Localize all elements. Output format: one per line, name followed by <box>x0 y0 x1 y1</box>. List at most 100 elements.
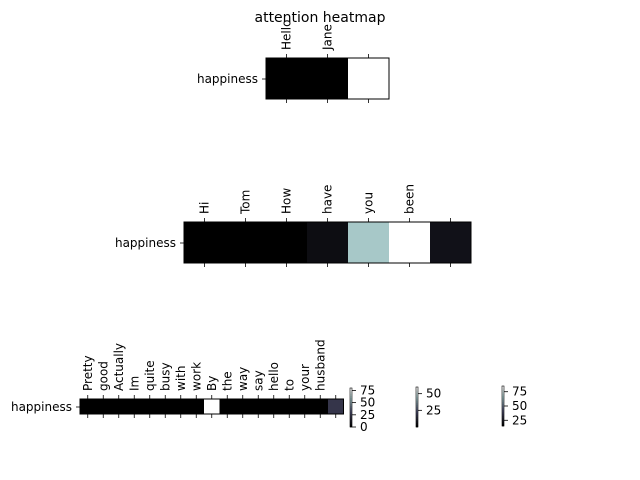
heatmap-cell <box>80 399 96 414</box>
heatmap-cell <box>307 222 349 263</box>
colorbar-segment <box>502 418 504 421</box>
colorbar-segment <box>502 402 504 405</box>
x-tick-label: Tom <box>239 190 253 215</box>
colorbar-segment <box>416 415 418 418</box>
chart-title: attention heatmap <box>255 10 386 26</box>
colorbar-segment <box>416 397 418 400</box>
heatmap-cell <box>266 399 282 414</box>
colorbar-segment <box>416 423 418 426</box>
x-tick-label: How <box>280 188 294 214</box>
colorbar-segment <box>416 399 418 402</box>
y-tick-label: happiness <box>197 72 258 86</box>
colorbar-segment <box>502 392 504 395</box>
y-tick-label: happiness <box>11 400 72 414</box>
colorbar-segment <box>350 393 352 397</box>
colorbar-segment <box>350 409 352 412</box>
colorbar-tick-label: 50 <box>512 399 527 413</box>
colorbar-frame <box>349 387 353 428</box>
heatmap-cell <box>307 58 349 99</box>
colorbar-tick-label: 75 <box>512 385 527 399</box>
colorbar-segment <box>350 403 352 406</box>
x-tick-label: busy <box>158 362 172 391</box>
colorbar-segment <box>502 420 504 423</box>
colorbar-tick-label: 50 <box>360 396 375 410</box>
heatmap-cell <box>225 222 267 263</box>
x-tick-label: Jane <box>321 24 335 51</box>
colorbar-segment <box>350 401 352 404</box>
y-tick-label: happiness <box>115 236 176 250</box>
colorbar-segment <box>502 424 504 427</box>
x-tick-label: Actually <box>112 343 126 391</box>
heatmap-cell <box>219 399 236 414</box>
colorbar-segment <box>350 391 352 395</box>
x-tick-label: Hi <box>198 202 212 214</box>
colorbar-segment <box>416 405 418 408</box>
colorbar-segment <box>350 388 352 391</box>
heatmap-cell <box>250 399 267 414</box>
colorbar-tick-label: 25 <box>360 408 375 422</box>
heatmap-panel-1: Hello Jane happiness <box>197 20 390 103</box>
x-tick-label: way <box>236 367 250 391</box>
colorbar-segment <box>502 388 504 391</box>
colorbar-segment <box>502 404 504 407</box>
heatmap-cell <box>188 399 205 414</box>
heatmap-cell <box>126 399 143 414</box>
x-tick-label: husband <box>313 339 327 391</box>
colorbar-segment <box>416 387 418 390</box>
colorbar-segment <box>416 411 418 414</box>
colorbar-frame <box>415 386 419 428</box>
heatmap-cell <box>281 399 298 414</box>
x-tick-label: you <box>362 192 376 214</box>
colorbar-segment <box>350 419 352 422</box>
x-tick-label: Hello <box>280 20 294 50</box>
colorbar-segment <box>350 425 352 428</box>
colorbar-segment <box>416 401 418 404</box>
x-tick-label: quite <box>143 360 157 391</box>
colorbar-segment <box>350 421 352 424</box>
colorbar-segment <box>502 416 504 419</box>
colorbar-segment <box>416 395 418 398</box>
x-tick-label: By <box>205 376 219 391</box>
colorbar-segment <box>350 395 352 399</box>
x-tick-label: say <box>251 370 265 391</box>
x-tick-label: have <box>321 185 335 214</box>
colorbar-segment <box>350 411 352 414</box>
x-tick-label: your <box>298 364 312 391</box>
heatmap-panel-3: Pretty good Actually Im quite busy with work By t… <box>11 339 344 418</box>
colorbar-segment <box>502 406 504 409</box>
colorbar-segment <box>350 417 352 420</box>
colorbar-tick-label: 50 <box>426 387 441 401</box>
heatmap-cell <box>328 399 344 414</box>
heatmap-cell <box>157 399 174 414</box>
colorbar-segment <box>350 415 352 418</box>
colorbar-segment <box>416 419 418 422</box>
heatmap-cell <box>184 222 226 263</box>
x-tick-label: to <box>282 379 296 391</box>
colorbar-tick-label: 25 <box>512 413 527 427</box>
colorbar-segment <box>502 410 504 413</box>
colorbar-segment <box>416 417 418 420</box>
heatmap-cell <box>389 222 431 263</box>
colorbar-segment <box>416 409 418 412</box>
heatmap-cell <box>235 399 251 414</box>
colorbar-segment <box>502 386 504 389</box>
colorbar-tick-label: 75 <box>360 383 375 397</box>
colorbar-segment <box>350 423 352 426</box>
colorbar-segment <box>416 425 418 428</box>
colorbar-segment <box>350 405 352 408</box>
colorbar-segment <box>350 399 352 402</box>
colorbar-segment <box>502 396 504 399</box>
heatmap-cell <box>204 399 220 414</box>
colorbar-segment <box>350 389 352 393</box>
heatmap-cell <box>173 399 189 414</box>
colorbar-segment <box>350 407 352 410</box>
colorbar-segment <box>416 403 418 406</box>
heatmap-cell <box>142 399 158 414</box>
colorbar-segment <box>502 390 504 393</box>
colorbar-segment <box>502 394 504 397</box>
heatmap-cell <box>111 399 127 414</box>
